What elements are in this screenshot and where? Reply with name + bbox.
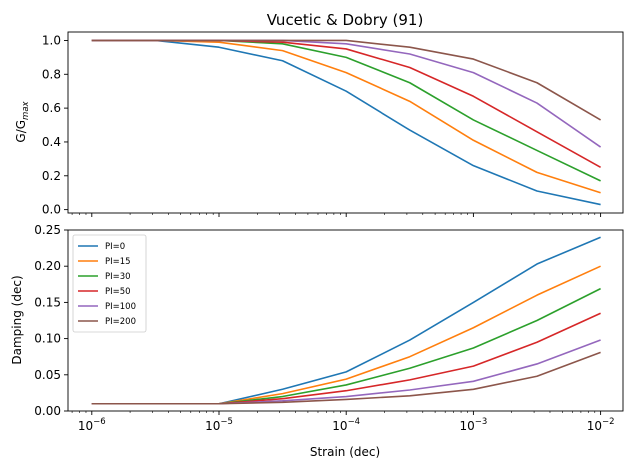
top-plot-frame [67, 31, 624, 214]
x-tick-label: 10−3 [459, 417, 487, 433]
legend-label: PI=30 [105, 272, 131, 282]
legend-label: PI=200 [105, 317, 136, 327]
top-panel: Vucetic & Dobry (91) 0.00.20.40.60.81.0 … [14, 11, 624, 217]
y-tick-label: 0.00 [34, 404, 61, 418]
y-tick-label: 0.2 [42, 169, 61, 183]
series-line-pi-200 [91, 39, 602, 121]
top-series-group [91, 39, 602, 206]
bottom-series-group [91, 236, 601, 405]
y-tick-label: 0.20 [34, 259, 61, 273]
y-tick-label: 0.25 [34, 223, 61, 237]
legend-label: PI=100 [105, 302, 136, 312]
y-tick-label: 0.05 [34, 368, 61, 382]
bottom-x-ticks: 10−6 10−5 10−4 10−3 10−2 [71, 411, 615, 433]
y-tick-label: 1.0 [42, 33, 61, 47]
legend-box [72, 234, 147, 333]
y-tick-label: 0.6 [42, 101, 61, 115]
legend-label: PI=15 [105, 257, 131, 267]
y-tick-label: 0.8 [42, 67, 61, 81]
y-tick-label: 0.4 [42, 135, 61, 149]
chart-title: Vucetic & Dobry (91) [267, 11, 424, 29]
y-tick-label: 0.0 [42, 203, 61, 217]
top-y-ticks: 0.0 0.2 0.4 0.6 0.8 1.0 [42, 33, 68, 217]
legend: PI=0 PI=15 PI=30 PI=50 PI=100 PI=200 [72, 234, 147, 333]
bottom-panel: 0.000.050.100.150.200.25 10−6 10−5 10−4 10−… [10, 223, 624, 459]
x-tick-label: 10−2 [587, 417, 615, 433]
y-tick-label: 0.15 [34, 295, 61, 309]
legend-label: PI=0 [105, 242, 125, 252]
x-tick-label: 10−4 [332, 417, 360, 433]
x-axis-label: Strain (dec) [310, 445, 380, 459]
bottom-plot-frame [67, 229, 624, 412]
x-tick-label: 10−6 [78, 417, 106, 433]
bottom-y-ticks: 0.00 0.05 0.10 0.15 0.20 0.25 [34, 223, 68, 418]
legend-label: PI=50 [105, 287, 131, 297]
series-line-pi-200 [91, 351, 601, 405]
series-line-pi-0 [91, 39, 601, 206]
x-tick-label: 10−5 [205, 417, 233, 433]
bottom-y-axis-label: Damping (dec) [10, 275, 24, 364]
top-x-ticks [71, 213, 602, 217]
y-tick-label: 0.10 [34, 332, 61, 346]
